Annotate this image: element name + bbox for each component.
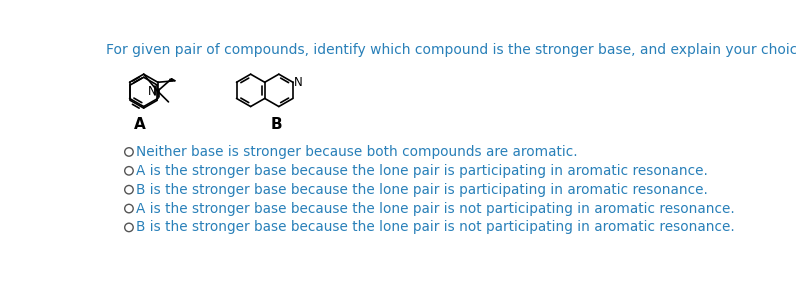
Text: N: N <box>294 76 302 89</box>
Text: B is the stronger base because the lone pair is not participating in aromatic re: B is the stronger base because the lone … <box>136 220 735 235</box>
Text: For given pair of compounds, identify which compound is the stronger base, and e: For given pair of compounds, identify wh… <box>106 42 796 57</box>
Text: B: B <box>271 117 283 132</box>
Text: A is the stronger base because the lone pair is not participating in aromatic re: A is the stronger base because the lone … <box>136 202 735 216</box>
Text: N: N <box>148 85 157 97</box>
Text: Neither base is stronger because both compounds are aromatic.: Neither base is stronger because both co… <box>136 145 578 159</box>
Text: A is the stronger base because the lone pair is participating in aromatic resona: A is the stronger base because the lone … <box>136 164 708 178</box>
Text: A: A <box>134 117 146 132</box>
Text: B is the stronger base because the lone pair is participating in aromatic resona: B is the stronger base because the lone … <box>136 183 708 197</box>
